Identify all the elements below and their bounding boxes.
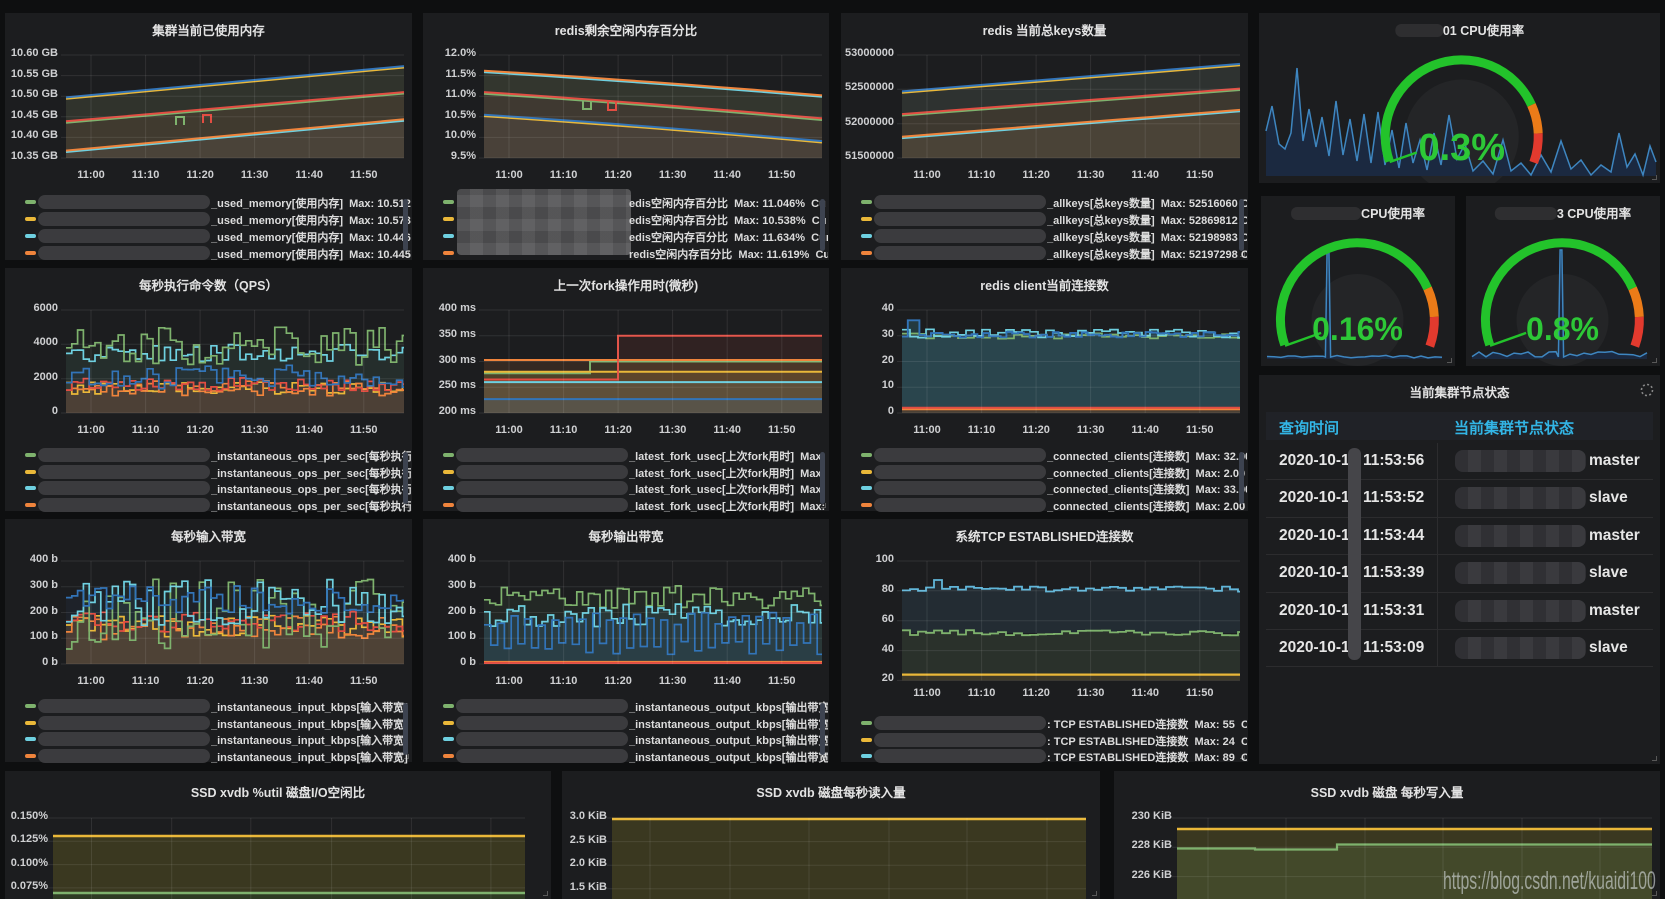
svg-text:0.8%: 0.8% (1526, 311, 1599, 347)
svg-text:0.3%: 0.3% (1418, 127, 1505, 169)
svg-text:0.16%: 0.16% (1312, 311, 1403, 347)
